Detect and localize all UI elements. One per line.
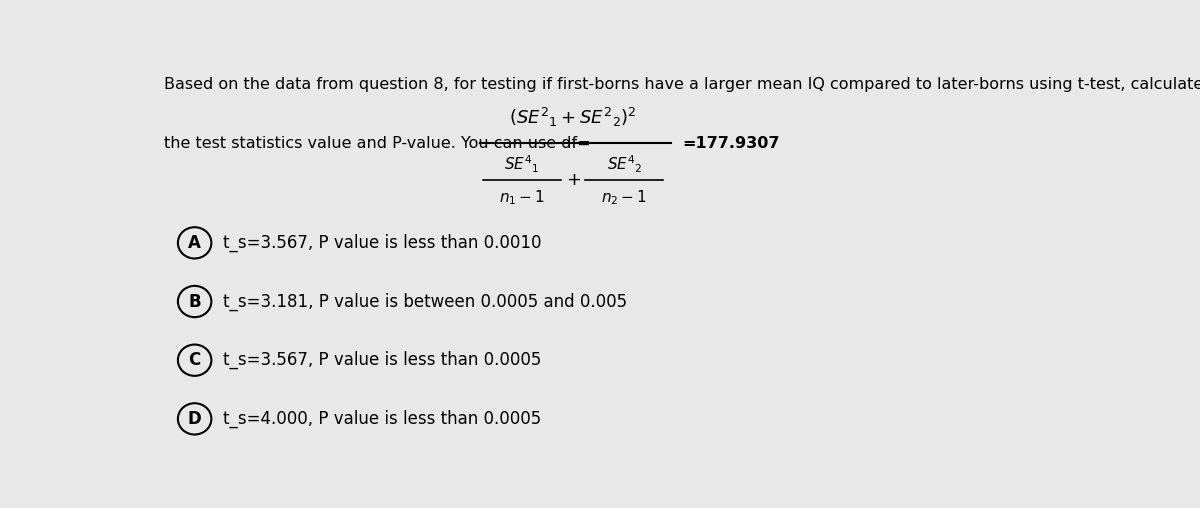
Text: $SE^4{}_1$: $SE^4{}_1$ (504, 154, 540, 175)
Text: $n_1-1$: $n_1-1$ (499, 188, 545, 207)
Text: t_s=3.567, P value is less than 0.0010: t_s=3.567, P value is less than 0.0010 (222, 234, 541, 252)
Text: A: A (188, 234, 202, 252)
Text: =177.9307: =177.9307 (682, 136, 780, 150)
Text: Based on the data from question 8, for testing if first-borns have a larger mean: Based on the data from question 8, for t… (164, 77, 1200, 91)
Text: t_s=3.567, P value is less than 0.0005: t_s=3.567, P value is less than 0.0005 (222, 351, 541, 369)
Text: B: B (188, 293, 200, 310)
Text: t_s=4.000, P value is less than 0.0005: t_s=4.000, P value is less than 0.0005 (222, 410, 541, 428)
Text: $n_2-1$: $n_2-1$ (601, 188, 647, 207)
Text: D: D (187, 410, 202, 428)
Text: the test statistics value and P-value. You can use df=: the test statistics value and P-value. Y… (164, 136, 590, 150)
Text: $SE^4{}_2$: $SE^4{}_2$ (606, 154, 642, 175)
Text: $+$: $+$ (565, 171, 581, 189)
Text: t_s=3.181, P value is between 0.0005 and 0.005: t_s=3.181, P value is between 0.0005 and… (222, 293, 626, 311)
Text: $(SE^2{}_1 + SE^2{}_2)^2$: $(SE^2{}_1 + SE^2{}_2)^2$ (509, 106, 637, 129)
Text: C: C (188, 351, 200, 369)
